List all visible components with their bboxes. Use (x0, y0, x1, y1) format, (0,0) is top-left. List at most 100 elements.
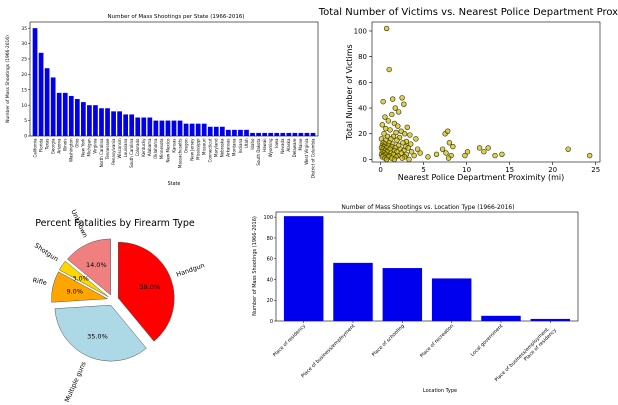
scatter-point (476, 145, 483, 151)
scatter-point (464, 149, 471, 155)
bar (44, 68, 50, 136)
pie-category-label: Multiple guns (63, 360, 88, 404)
x-tick-label: Pennsylvania (111, 138, 116, 165)
chart-title: Total Number of Victims vs. Nearest Poli… (318, 7, 618, 18)
x-tick-label: Wisconsin (117, 138, 122, 158)
scatter-point (393, 129, 399, 136)
y-tick-label: 10 (21, 103, 27, 109)
chart-fatalities-by-firearm-type: Percent Fatalities by Firearm Type 14.0%… (32, 208, 206, 403)
x-tick-label: Maryland (214, 138, 219, 157)
x-tick-label: North Carolina (99, 138, 104, 167)
scatter-point (462, 152, 468, 159)
plot-frame (371, 21, 601, 163)
x-tick-label: Iowa (274, 138, 279, 148)
scatter-point (395, 123, 401, 129)
y-tick-label: 15 (21, 87, 27, 93)
scatter-point (411, 152, 417, 159)
bar (238, 129, 243, 136)
bar (123, 114, 129, 136)
bar (195, 123, 201, 136)
x-tick-label: New Mexico (165, 138, 170, 163)
scatter-point (485, 145, 491, 151)
y-axis-label: Total Number of Victims (345, 44, 354, 140)
x-tick-label: Local government (470, 323, 505, 358)
x-tick-label: Texas (44, 139, 49, 151)
pie-slice (67, 238, 111, 296)
x-tick-label: Virginia (93, 138, 98, 154)
x-tick-label: Kentucky (141, 138, 146, 157)
x-tick-label: Kansas (171, 139, 176, 153)
y-tick-label: 0 (24, 134, 27, 140)
bar (129, 114, 135, 136)
bar (38, 52, 44, 137)
bar (135, 117, 141, 136)
pie-percent-label: 3.0% (72, 274, 89, 282)
scatter-point (405, 145, 411, 151)
x-tick-label: 25 (591, 166, 600, 174)
bar (244, 129, 249, 136)
y-axis-label: Number of Mass Shootings (1966-2016) (5, 35, 11, 123)
x-tick-label: Hawaii (262, 139, 267, 152)
x-tick-label: West Virginia (304, 138, 309, 165)
scatter-point (404, 124, 410, 131)
bar (183, 123, 189, 136)
pie-slice (118, 241, 175, 342)
bar (189, 123, 195, 136)
x-tick-label-line: Place of schooling (371, 323, 406, 358)
x-tick-label: Arkansas (226, 139, 231, 157)
y-tick-label: 40 (358, 105, 367, 113)
x-tick-label: Nebraska (220, 138, 225, 157)
x-tick-label: Ohio (75, 138, 80, 148)
bar (87, 105, 92, 136)
x-tick-label: Oklahoma (153, 138, 158, 159)
x-axis-label: State (168, 181, 181, 187)
bar (81, 102, 86, 136)
x-tick-label: Delaware (292, 138, 297, 157)
bar (93, 105, 98, 136)
bar (219, 126, 225, 136)
x-tick-label: 10 (462, 166, 471, 174)
scatter-point (394, 137, 400, 143)
x-tick-label-line: Place of business/employment (300, 323, 356, 379)
bar (50, 77, 56, 136)
x-tick-label: Indiana (238, 138, 243, 153)
x-tick-label: South Dakota (256, 138, 261, 166)
bar (256, 132, 261, 136)
x-tick-label: Arizona (56, 138, 61, 154)
scatter-point (481, 149, 487, 155)
bar (333, 262, 373, 321)
scatter-point (379, 122, 386, 128)
x-tick-label: Place of residency (272, 323, 307, 358)
x-tick-label-line: Local government (470, 323, 505, 358)
x-tick-label: 15 (505, 166, 514, 174)
x-tick-label: Washington (69, 138, 74, 162)
bar (262, 132, 267, 136)
scatter-point (389, 111, 395, 118)
x-tick-label: Tennessee (105, 138, 110, 160)
y-tick-label: 35 (21, 26, 27, 32)
chart-victims-vs-police-proximity: Total Number of Victims vs. Nearest Poli… (318, 7, 618, 182)
y-tick-label: 100 (354, 27, 367, 35)
bar (74, 99, 80, 136)
x-tick-label: Montana (232, 138, 237, 156)
scatter-point (425, 154, 431, 160)
scatter-point (413, 136, 419, 142)
x-tick-label: Idaho (250, 138, 255, 150)
bar (530, 318, 571, 321)
pie-category-label: Shotgun (33, 241, 60, 263)
pie-category-label: Handgun (175, 261, 205, 279)
x-tick-label: Place of schooling (371, 323, 406, 358)
bar (226, 129, 231, 136)
bar (232, 129, 237, 136)
x-tick-label: Alaska (286, 138, 291, 152)
x-tick-label: Colorado (135, 138, 140, 156)
scatter-point (408, 149, 415, 155)
x-tick-label: 0 (378, 166, 382, 174)
scatter-point (392, 105, 398, 111)
scatter-point (499, 151, 505, 157)
bar (292, 132, 298, 136)
y-tick-label: 80 (358, 53, 367, 61)
scatter-point (385, 118, 392, 124)
y-tick-label: 20 (358, 130, 367, 138)
x-tick-label: Place of business/employment (300, 323, 356, 379)
